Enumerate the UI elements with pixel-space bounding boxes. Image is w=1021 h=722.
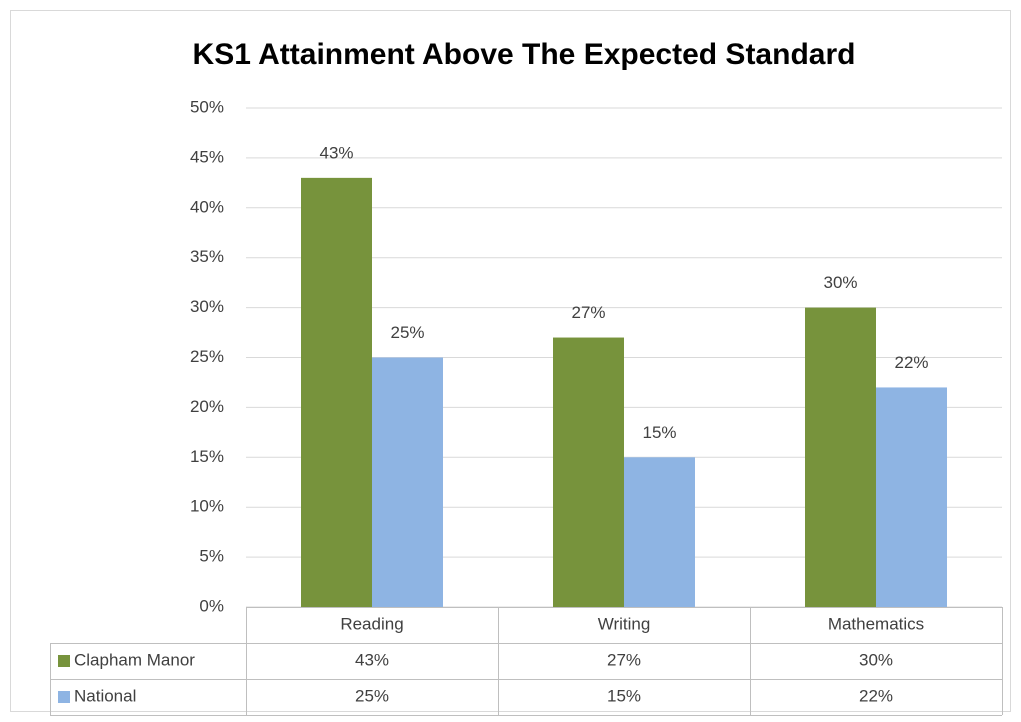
bar: [301, 177, 372, 608]
table-cell: 27%: [607, 650, 641, 669]
table-cell: 15%: [607, 686, 641, 705]
x-tick-label: Mathematics: [828, 614, 924, 633]
data-label: 15%: [642, 423, 676, 442]
bar: [624, 457, 695, 607]
y-tick-label: 50%: [190, 97, 224, 116]
bar: [553, 337, 624, 607]
data-label: 22%: [894, 353, 928, 372]
bar: [876, 387, 947, 607]
bar: [805, 307, 876, 607]
x-tick-label: Writing: [598, 614, 651, 633]
table-cell: 22%: [859, 686, 893, 705]
y-tick-label: 25%: [190, 347, 224, 366]
table-cell: 30%: [859, 650, 893, 669]
y-tick-label: 30%: [190, 297, 224, 316]
table-cell: 43%: [355, 650, 389, 669]
legend-label: National: [74, 686, 136, 705]
x-tick-label: Reading: [340, 614, 403, 633]
y-tick-label: 5%: [199, 547, 224, 566]
bar: [372, 357, 443, 607]
y-tick-label: 10%: [190, 497, 224, 516]
legend-swatch: [58, 655, 70, 667]
y-tick-label: 0%: [199, 596, 224, 615]
y-tick-label: 15%: [190, 447, 224, 466]
data-label: 30%: [823, 273, 857, 292]
data-label: 27%: [571, 303, 605, 322]
data-label: 43%: [319, 143, 353, 162]
table-cell: 25%: [355, 686, 389, 705]
legend-label: Clapham Manor: [74, 650, 195, 669]
y-tick-label: 35%: [190, 247, 224, 266]
chart-title: KS1 Attainment Above The Expected Standa…: [193, 38, 856, 71]
y-tick-label: 45%: [190, 147, 224, 166]
y-tick-label: 20%: [190, 397, 224, 416]
y-tick-label: 40%: [190, 197, 224, 216]
legend-swatch: [58, 691, 70, 703]
data-label: 25%: [390, 323, 424, 342]
